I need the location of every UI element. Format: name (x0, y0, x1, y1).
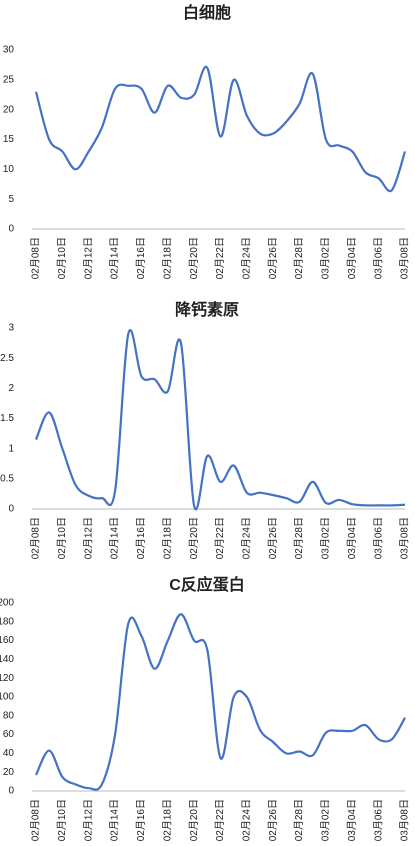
x-tick-label: 02月12日 (82, 517, 94, 559)
y-tick-label: 20 (3, 767, 15, 778)
y-tick-label: 60 (3, 729, 15, 740)
x-tick-label: 02月10日 (56, 237, 68, 279)
line-series (34, 65, 407, 193)
x-tick-label: 02月14日 (109, 517, 121, 559)
line-series (34, 329, 406, 511)
x-tick-label: 02月20日 (188, 799, 200, 841)
x-tick-label: 02月24日 (240, 517, 252, 559)
x-tick-label: 03月02日 (320, 517, 332, 559)
line-series (35, 613, 406, 791)
y-tick-label: 10 (3, 164, 15, 175)
x-tick-label: 02月10日 (56, 799, 68, 841)
x-tick-label: 03月06日 (372, 517, 384, 559)
y-tick-label: 15 (3, 134, 15, 145)
x-tick-label: 02月08日 (30, 237, 42, 279)
y-tick-label: 140 (0, 654, 14, 665)
y-tick-label: 0 (8, 786, 14, 797)
y-tick-label: 200 (0, 598, 14, 609)
x-tick-label: 02月10日 (56, 517, 68, 559)
x-tick-label: 02月20日 (188, 237, 200, 279)
x-tick-label: 02月22日 (214, 799, 226, 841)
x-tick-label: 02月12日 (82, 237, 94, 279)
x-tick-label: 03月02日 (320, 799, 332, 841)
y-tick-label: 1.5 (0, 413, 14, 424)
y-tick-label: 40 (3, 748, 15, 759)
chart-title: 白细胞 (183, 3, 231, 22)
y-tick-label: 160 (0, 635, 14, 646)
x-tick-label: 02月12日 (82, 799, 94, 841)
x-tick-label: 03月08日 (399, 517, 411, 559)
y-tick-label: 180 (0, 616, 14, 627)
x-tick-label: 03月02日 (320, 237, 332, 279)
y-tick-label: 5 (8, 194, 14, 205)
y-tick-label: 0 (8, 224, 14, 235)
y-tick-label: 80 (3, 710, 15, 721)
y-tick-label: 3 (8, 323, 14, 334)
x-tick-label: 02月14日 (109, 237, 121, 279)
x-tick-label: 02月16日 (135, 517, 147, 559)
x-tick-label: 02月26日 (267, 237, 279, 279)
x-tick-label: 02月14日 (109, 799, 121, 841)
x-tick-label: 02月18日 (161, 799, 173, 841)
y-tick-label: 100 (0, 692, 14, 703)
x-tick-label: 03月04日 (346, 517, 358, 559)
x-tick-label: 02月18日 (161, 237, 173, 279)
x-tick-label: 02月16日 (135, 799, 147, 841)
x-tick-label: 03月06日 (372, 799, 384, 841)
x-tick-label: 02月24日 (240, 799, 252, 841)
y-tick-label: 0 (8, 504, 14, 515)
x-tick-label: 03月04日 (346, 799, 358, 841)
x-tick-label: 02月20日 (188, 517, 200, 559)
chart-title: 降钙素原 (175, 300, 239, 319)
y-tick-label: 30 (3, 45, 15, 56)
x-tick-label: 02月24日 (240, 237, 252, 279)
x-tick-label: 03月04日 (346, 237, 358, 279)
x-tick-label: 02月16日 (135, 237, 147, 279)
y-tick-label: 0.5 (0, 473, 14, 484)
x-tick-label: 02月26日 (267, 517, 279, 559)
x-tick-label: 02月22日 (214, 517, 226, 559)
x-tick-label: 02月26日 (267, 799, 279, 841)
y-tick-label: 2 (8, 383, 14, 394)
x-tick-label: 03月08日 (399, 799, 411, 841)
x-tick-label: 02月08日 (30, 517, 42, 559)
x-tick-label: 03月06日 (372, 237, 384, 279)
x-tick-label: 02月08日 (30, 799, 42, 841)
y-tick-label: 2.5 (0, 353, 14, 364)
x-tick-label: 02月28日 (293, 517, 305, 559)
y-tick-label: 20 (3, 104, 15, 115)
chart-title: C反应蛋白 (169, 575, 245, 594)
y-tick-label: 25 (3, 74, 15, 85)
y-tick-label: 120 (0, 673, 14, 684)
x-tick-label: 03月08日 (399, 237, 411, 279)
y-tick-label: 1 (8, 443, 14, 454)
x-tick-label: 02月18日 (161, 517, 173, 559)
x-tick-label: 02月22日 (214, 237, 226, 279)
x-tick-label: 02月28日 (293, 799, 305, 841)
x-tick-label: 02月28日 (293, 237, 305, 279)
